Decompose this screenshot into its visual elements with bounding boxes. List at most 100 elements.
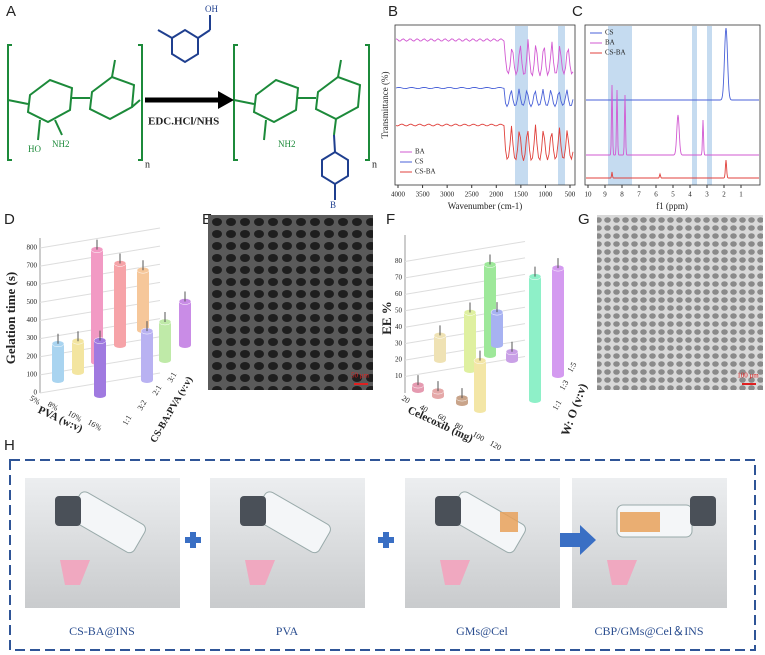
bar-base	[412, 387, 424, 393]
bar-base	[179, 342, 191, 348]
x-tick-label: 4	[688, 191, 692, 199]
bar	[72, 341, 84, 372]
legend-label: CS-BA	[605, 49, 626, 57]
x-tick-label: 4000	[391, 191, 406, 199]
sem-image	[208, 215, 373, 390]
panel-label: A	[6, 3, 16, 20]
atom-label: NH2	[278, 139, 296, 149]
highlight-band	[515, 26, 528, 185]
bar	[159, 321, 171, 360]
bar	[137, 270, 149, 330]
bar	[94, 340, 106, 395]
clip	[245, 560, 275, 585]
bar-base	[94, 392, 106, 398]
bar	[52, 343, 64, 380]
x-tick-label: 100	[471, 430, 486, 444]
bar-base	[432, 393, 444, 399]
vial-cap	[55, 496, 81, 526]
spectrum-curve	[395, 123, 574, 162]
x-tick-label: 16%	[86, 418, 103, 433]
x-axis-label: f1 (ppm)	[656, 201, 688, 211]
panel-label: H	[4, 437, 15, 454]
flow-arrow	[560, 525, 596, 555]
vial-cap	[435, 496, 461, 526]
bar	[464, 312, 476, 370]
bar	[552, 268, 564, 375]
highlight-band	[692, 26, 697, 185]
scale-label: 50 μm	[351, 372, 370, 380]
reagent-structure	[157, 15, 349, 200]
y-tick-label: 100	[27, 370, 38, 378]
y-tick-label: 10	[395, 372, 403, 380]
z-tick-label: 1:1	[551, 399, 564, 412]
nmr-curve	[586, 84, 759, 156]
x-tick-label: 2	[722, 191, 726, 199]
x-tick-label: 5	[671, 191, 675, 199]
y-axis-label: EE %	[379, 301, 394, 335]
panel-label: F	[386, 211, 395, 228]
bar-base	[474, 407, 486, 413]
y-tick-label: 300	[27, 334, 38, 342]
z-tick-label: 3:2	[136, 399, 149, 412]
legend-label: CS	[415, 158, 424, 166]
x-tick-label: 9	[603, 191, 607, 199]
atom-label: NH2	[52, 139, 70, 149]
photo	[25, 478, 180, 608]
x-tick-label: 6	[654, 191, 658, 199]
vial-cap	[690, 496, 716, 526]
y-tick-label: 40	[395, 323, 403, 331]
x-tick-label: 3	[705, 191, 709, 199]
x-tick-label: 1000	[538, 191, 553, 199]
photo-row: CS-BA@INS PVA GMs@Cel CBP/GMs@Cel＆INS	[25, 478, 727, 638]
y-tick-label: 50	[395, 306, 403, 314]
x-tick-label: 60	[436, 412, 447, 424]
photo-caption: CS-BA@INS	[69, 624, 135, 638]
bar-base	[529, 397, 541, 403]
chemical-scheme	[7, 44, 370, 161]
y-tick-label: 200	[27, 352, 38, 360]
bar	[141, 331, 153, 380]
grid-line	[39, 227, 161, 249]
reaction-arrow-head	[218, 91, 234, 109]
bar	[506, 351, 518, 360]
z-tick-label: 1:5	[566, 361, 579, 374]
x-axis-label: Wavenumber (cm-1)	[448, 201, 523, 211]
x-tick-label: 3500	[416, 191, 431, 199]
plot-frame	[394, 24, 576, 186]
vial-content	[620, 512, 660, 532]
x-tick-label: 40	[418, 403, 429, 415]
panel-label: C	[572, 3, 583, 20]
y-tick-label: 700	[27, 262, 38, 270]
z-tick-label: 1:3	[558, 379, 571, 392]
y-axis-label: Transmittance (%)	[380, 72, 390, 139]
z-tick-label: 3:1	[166, 371, 179, 384]
nmr-curve	[586, 159, 759, 179]
bar-base	[114, 342, 126, 348]
bar-base	[456, 400, 468, 406]
y-tick-label: 600	[27, 280, 38, 288]
repeat-n: n	[145, 159, 150, 170]
spectrum-curve	[395, 38, 574, 77]
clip	[60, 560, 90, 585]
x-tick-label: 120	[488, 439, 503, 453]
bar	[179, 301, 191, 345]
highlight-band	[707, 26, 712, 185]
legend-label: CS	[605, 29, 614, 37]
x-tick-label: 1500	[514, 191, 529, 199]
x-tick-label: 2500	[465, 191, 480, 199]
grid-line	[404, 273, 526, 295]
grid-line	[404, 240, 526, 262]
bar	[474, 360, 486, 410]
bar-base	[464, 367, 476, 373]
plus-sign	[378, 532, 394, 548]
y-tick-label: 70	[395, 273, 403, 281]
y-tick-label: 800	[27, 244, 38, 252]
nmr-curve	[586, 27, 759, 101]
bar-base	[484, 352, 496, 358]
bar-base	[52, 377, 64, 383]
bar	[529, 276, 541, 400]
y-tick-label: 80	[395, 257, 403, 265]
panel-label: E	[202, 211, 212, 228]
x-tick-label: 500	[565, 191, 576, 199]
bar	[114, 263, 126, 345]
